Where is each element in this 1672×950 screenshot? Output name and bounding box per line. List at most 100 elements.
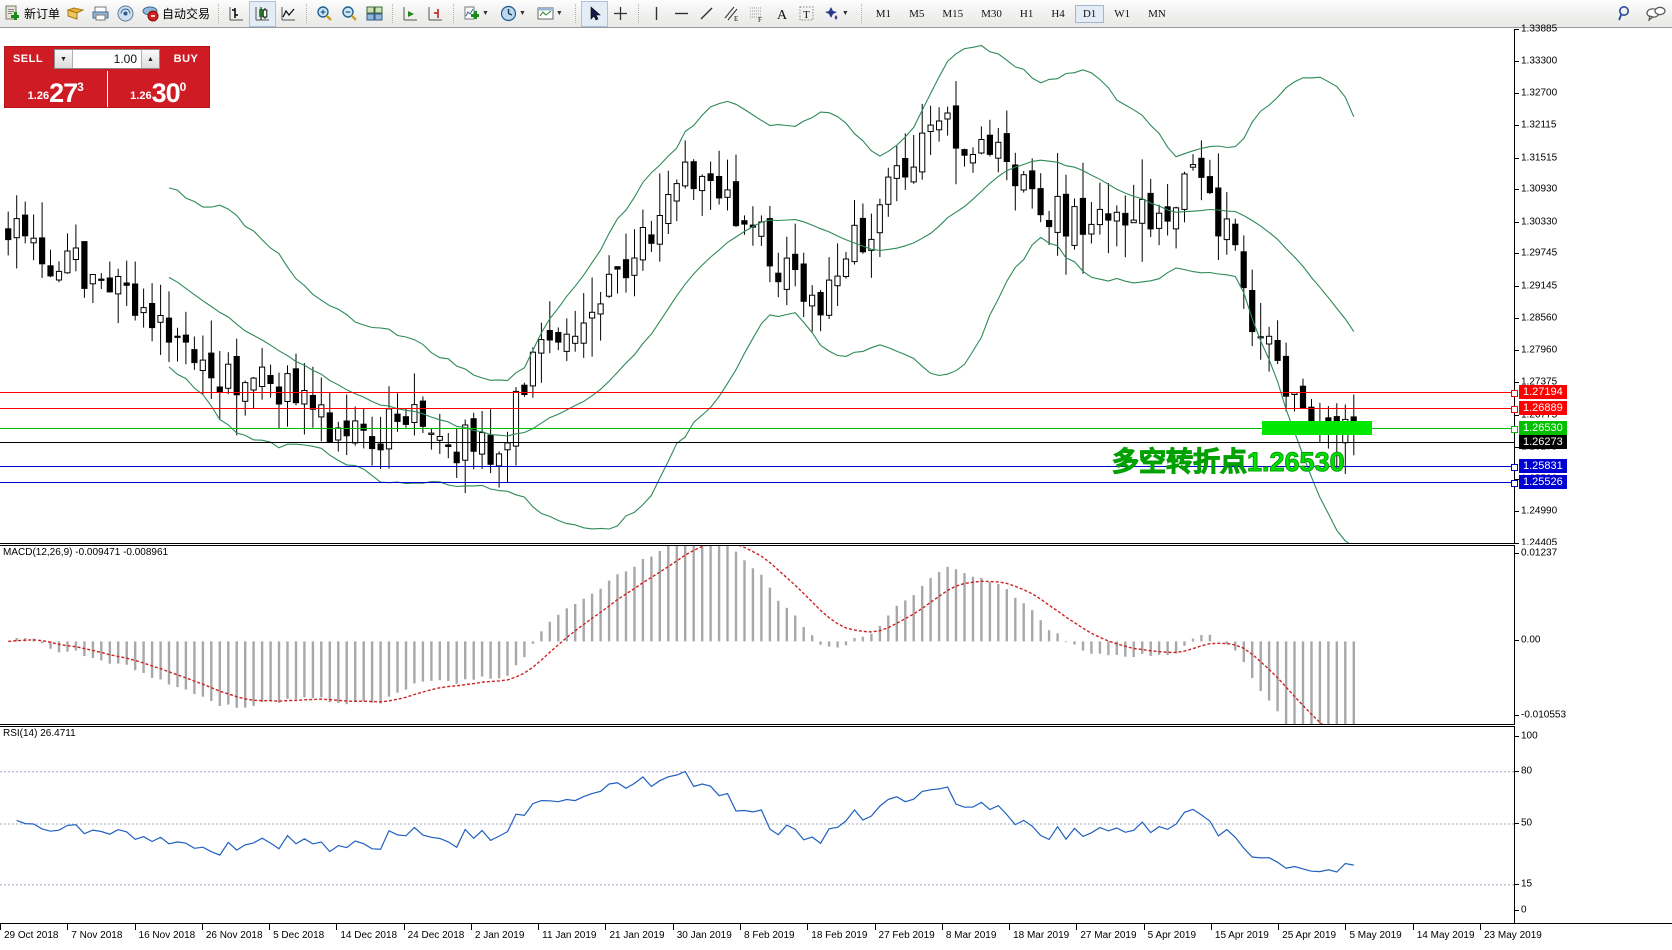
price-level-line[interactable]: [0, 389, 1518, 397]
sell-quote[interactable]: 1.26 27 3: [5, 71, 108, 107]
price-level-handle[interactable]: [1511, 463, 1518, 471]
macd-pane[interactable]: MACD(12,26,9) -0.009471 -0.008961: [0, 545, 1514, 725]
volume-up-button[interactable]: ▲: [141, 50, 159, 68]
shapes-tool-button[interactable]: ▼: [819, 2, 856, 26]
text-label-tool-button[interactable]: T: [794, 2, 819, 26]
open-data-folder-button[interactable]: [63, 2, 88, 26]
candlestick-chart-button[interactable]: [249, 0, 277, 27]
pivot-highlight-box: [1262, 420, 1372, 435]
timeframe-m30[interactable]: M30: [981, 7, 1002, 20]
buy-price-prefix: 1.26: [130, 90, 152, 102]
volume-value[interactable]: 1.00: [113, 52, 137, 66]
price-level-badge[interactable]: 1.26530: [1519, 420, 1567, 435]
chevron-down-icon[interactable]: ▼: [482, 10, 489, 17]
date-tick-label: 5 Apr 2019: [1147, 930, 1196, 941]
chat-icon[interactable]: [1645, 4, 1666, 23]
horizontal-line-tool-button[interactable]: [669, 2, 694, 26]
price-level-handle[interactable]: [1511, 425, 1518, 433]
timeframe-group: M1 M5 M15 M30 H1 H4 D1 W1 MN: [867, 4, 1175, 23]
price-level-line[interactable]: [0, 463, 1518, 471]
rsi-axis[interactable]: 100 80 50 15 0: [1514, 726, 1672, 923]
date-tick-mark: [201, 924, 203, 930]
zoom-in-button[interactable]: [312, 2, 337, 26]
price-level-line[interactable]: [0, 406, 1518, 414]
trendline-tool-button[interactable]: [694, 2, 719, 26]
date-tick-mark: [403, 924, 405, 930]
price-level-handle[interactable]: [1511, 389, 1518, 397]
price-chart-pane[interactable]: [0, 29, 1514, 544]
date-tick-label: 16 Nov 2018: [138, 930, 196, 941]
zoom-out-button[interactable]: [337, 2, 362, 26]
price-level-badge[interactable]: 1.25526: [1519, 475, 1567, 490]
chevron-down-icon[interactable]: ▼: [555, 10, 563, 17]
timeframe-mn[interactable]: MN: [1148, 7, 1166, 20]
price-tick-mark: [1515, 29, 1519, 30]
text-tool-button[interactable]: A: [769, 2, 794, 26]
price-tick-label: 1.27960: [1521, 344, 1558, 356]
autotrade-button[interactable]: 自动交易: [138, 2, 213, 26]
indicators-button[interactable]: ▼: [459, 2, 496, 26]
tile-windows-button[interactable]: [362, 2, 387, 26]
price-level-badge[interactable]: 1.27194: [1519, 384, 1567, 399]
templates-button[interactable]: ▼: [533, 2, 570, 26]
timeframe-h1[interactable]: H1: [1019, 7, 1034, 20]
price-level-badge[interactable]: 1.26273: [1519, 434, 1567, 449]
price-level-handle[interactable]: [1511, 406, 1518, 414]
one-click-trade-panel[interactable]: SELL ▼ 1.00 ▲ BUY 1.26 27 3 1.26 30 0: [4, 46, 210, 108]
price-level-badge[interactable]: 1.25831: [1519, 458, 1567, 473]
price-level-handle[interactable]: [1511, 480, 1518, 488]
rsi-tick-label: 100: [1521, 730, 1538, 742]
price-chart-canvas: [5, 44, 1357, 543]
macd-axis[interactable]: 0.01237 0.00 -0.010553: [1514, 545, 1672, 725]
date-tick-label: 29 Oct 2018: [4, 930, 59, 941]
search-icon[interactable]: [1616, 4, 1635, 23]
price-axis[interactable]: 1.33885 1.33300 1.32700 1.32115 1.31515 1.309…: [1514, 24, 1672, 549]
price-level-badge[interactable]: 1.26889: [1519, 401, 1567, 416]
date-tick-label: 26 Nov 2018: [205, 930, 263, 941]
volume-down-button[interactable]: ▼: [55, 50, 73, 68]
shift-end-button[interactable]: [398, 2, 423, 26]
sell-button[interactable]: SELL: [12, 53, 44, 65]
signals-button[interactable]: [113, 2, 138, 26]
price-tick-label: 1.29145: [1521, 280, 1558, 292]
price-level-line[interactable]: [0, 480, 1518, 488]
cursor-icon: [585, 4, 604, 23]
date-tick-label: 14 May 2019: [1416, 930, 1475, 941]
volume-stepper[interactable]: ▼ 1.00 ▲: [54, 49, 160, 69]
bar-chart-button[interactable]: [224, 2, 249, 26]
price-tick-mark: [1515, 253, 1519, 255]
zoom-in-icon: [315, 4, 334, 23]
new-order-button[interactable]: 新订单: [0, 2, 63, 26]
cursor-tool-button[interactable]: [580, 0, 608, 27]
price-level-line[interactable]: [0, 441, 1514, 443]
autoscroll-button[interactable]: [423, 2, 448, 26]
chevron-down-icon[interactable]: ▼: [518, 10, 526, 17]
equidistant-channel-tool-button[interactable]: E: [719, 2, 744, 26]
crosshair-tool-button[interactable]: [608, 2, 633, 26]
svg-text:T: T: [803, 9, 810, 21]
rsi-pane[interactable]: RSI(14) 26.4711: [0, 726, 1514, 923]
print-chart-button[interactable]: [88, 2, 113, 26]
date-tick-mark: [1480, 924, 1481, 930]
buy-quote[interactable]: 1.26 30 0: [108, 71, 210, 107]
trendline-icon: [697, 4, 716, 23]
timeframe-d1[interactable]: D1: [1074, 4, 1105, 23]
horizontal-line-icon: [672, 4, 691, 23]
date-tick-mark: [67, 924, 69, 930]
macd-tick-label: 0.01237: [1521, 547, 1558, 559]
price-level-line[interactable]: [0, 425, 1518, 433]
timeframe-h4[interactable]: H4: [1051, 7, 1065, 20]
timeframe-m5[interactable]: M5: [909, 7, 925, 20]
vertical-line-tool-button[interactable]: [644, 2, 669, 26]
buy-button[interactable]: BUY: [173, 53, 199, 65]
period-button[interactable]: ▼: [496, 2, 533, 26]
fibonacci-tool-button[interactable]: F: [744, 2, 769, 26]
date-axis[interactable]: 29 Oct 2018 7 Nov 2018 16 Nov 2018 26 Nov 2…: [0, 923, 1672, 950]
line-chart-button[interactable]: [276, 2, 301, 26]
date-tick-mark: [470, 924, 472, 930]
timeframe-m15[interactable]: M15: [942, 7, 964, 20]
date-tick-label: 18 Feb 2019: [811, 930, 868, 941]
timeframe-m1[interactable]: M1: [875, 7, 892, 20]
timeframe-w1[interactable]: W1: [1114, 7, 1131, 20]
chevron-down-icon[interactable]: ▼: [841, 10, 849, 17]
